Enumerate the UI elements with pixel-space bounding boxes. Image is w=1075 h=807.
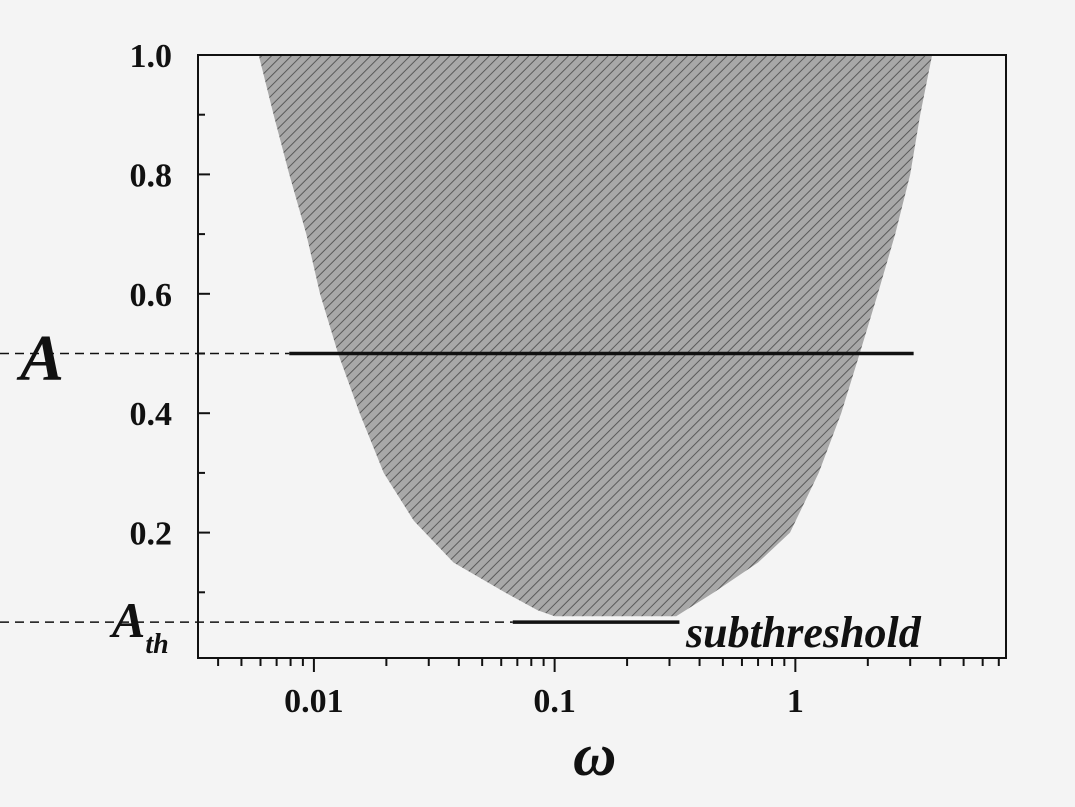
x-tick-label: 1 [787, 683, 804, 720]
resonance-region [258, 55, 933, 617]
axis-ticks [198, 54, 1000, 672]
x-axis-title: ω [573, 722, 616, 788]
reference-lines [0, 351, 914, 624]
threshold-subscript: th [145, 629, 168, 660]
x-tick-label: 0.1 [533, 683, 576, 720]
y-tick-label: 0.2 [130, 516, 173, 553]
x-tick-label: 0.01 [284, 683, 344, 720]
y-tick-label: 0.8 [130, 157, 173, 194]
y-tick-label: 1.0 [130, 38, 173, 75]
region-area [258, 55, 933, 617]
plot-frame [197, 54, 1007, 659]
threshold-label: Ath [109, 592, 169, 660]
y-tick-label: 0.4 [130, 396, 173, 433]
subthreshold-label: subthreshold [685, 608, 922, 657]
y-axis-title: A [16, 322, 64, 395]
y-tick-label: 0.6 [130, 277, 173, 314]
threshold-main: A [109, 592, 145, 648]
tick-labels: 0.01 0.1 1 0.2 0.4 0.6 0.8 1.0 [130, 38, 804, 720]
